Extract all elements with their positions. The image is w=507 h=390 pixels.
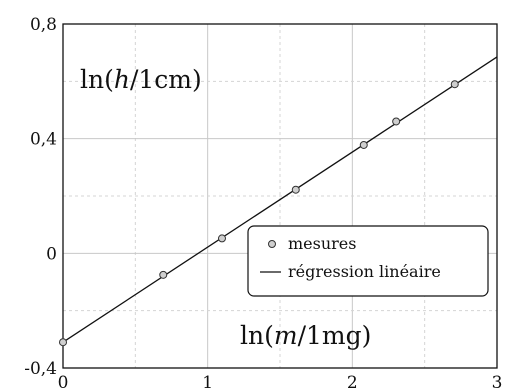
regression-layer	[62, 56, 498, 343]
legend-label-line: régression linéaire	[288, 262, 441, 281]
plot-frame	[62, 23, 498, 369]
data-point	[291, 185, 300, 194]
legend-marker-points	[268, 240, 276, 248]
y-tick-label: -0,4	[24, 359, 57, 379]
data-point	[392, 117, 401, 126]
regression-line	[62, 56, 498, 343]
data-point	[59, 338, 67, 347]
x-axis-title: ln(m/1mg)	[240, 321, 371, 350]
measurement-points	[59, 80, 459, 347]
data-point	[450, 80, 459, 89]
y-tick-label: 0	[46, 244, 57, 264]
data-point	[159, 270, 168, 279]
x-tick-label: 1	[202, 373, 213, 390]
data-point	[359, 140, 368, 149]
x-tick-label: 2	[347, 373, 358, 390]
y-tick-label: 0,4	[30, 130, 57, 150]
legend: mesures régression linéaire	[247, 225, 489, 297]
legend-box	[247, 225, 489, 297]
data-point	[217, 234, 226, 243]
legend-label-points: mesures	[288, 234, 356, 253]
x-tick-label: 0	[58, 373, 69, 390]
axis-ticks: 0 1 2 3-0,400,40,8	[24, 15, 502, 390]
y-axis-title: ln(h/1cm)	[80, 65, 202, 94]
y-tick-label: 0,8	[30, 15, 57, 35]
x-tick-label: 3	[492, 373, 503, 390]
